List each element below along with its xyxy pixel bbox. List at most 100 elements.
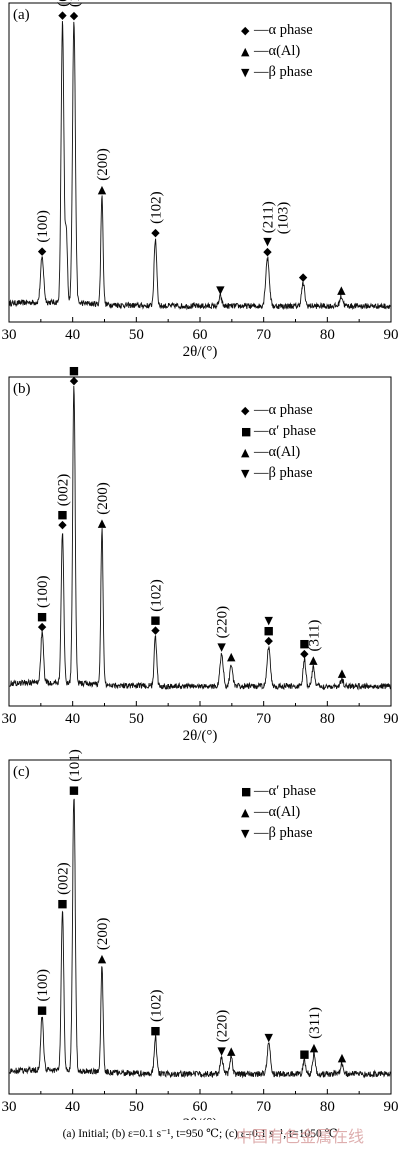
legend-label: —α(Al) xyxy=(253,804,300,820)
xrd-figure: 304050607080902θ/(°)(a)◆(100)◆(002)◆(101… xyxy=(2,0,399,1120)
peak-hkl-label: (311) xyxy=(307,1007,323,1039)
x-tick-label: 60 xyxy=(193,711,208,727)
legend-marker-up: ▲ xyxy=(241,446,250,459)
peak-hkl-label: (102) xyxy=(148,191,164,224)
x-tick-label: 90 xyxy=(384,1099,399,1115)
peak-marker-down: ▼ xyxy=(217,1044,226,1057)
peak-hkl-label: (101) xyxy=(67,0,83,7)
x-tick-label: 30 xyxy=(2,711,17,727)
peak-marker-up: ▲ xyxy=(98,517,107,530)
x-tick-label: 30 xyxy=(2,327,17,343)
x-tick-label: 40 xyxy=(65,1099,80,1115)
x-tick-label: 90 xyxy=(384,711,399,727)
peak-hkl-label: (200) xyxy=(95,482,111,515)
x-axis-label: 2θ/(°) xyxy=(183,344,218,360)
panel-label: (b) xyxy=(13,381,31,397)
peak-marker-square: ■ xyxy=(150,1024,160,1037)
legend-label: —α′ phase xyxy=(253,783,316,799)
xrd-spectrum-line xyxy=(9,798,391,1079)
x-tick-label: 70 xyxy=(256,327,271,343)
legend-label: —α(Al) xyxy=(253,43,300,59)
x-tick-label: 70 xyxy=(256,711,271,727)
peak-marker-diamond: ◆ xyxy=(299,271,308,284)
peak-marker-down: ▼ xyxy=(216,283,225,296)
x-tick-label: 50 xyxy=(129,711,144,727)
x-tick-label: 50 xyxy=(129,1099,144,1115)
peak-marker-down: ▼ xyxy=(217,640,226,653)
x-tick-label: 40 xyxy=(65,711,80,727)
peak-marker-square: ■ xyxy=(69,784,79,797)
figure-caption: (a) Initial; (b) ε=0.1 s⁻¹, t=950 ℃; (c)… xyxy=(62,1128,338,1140)
x-tick-label: 80 xyxy=(320,711,335,727)
peak-marker-diamond: ◆ xyxy=(151,624,160,637)
legend: ◆ —α phase■ —α′ phase▲ —α(Al)▼ —β phase xyxy=(241,402,316,481)
peak-marker-up: ▲ xyxy=(338,667,347,680)
peak-marker-diamond: ◆ xyxy=(70,9,79,22)
peak-marker-diamond: ◆ xyxy=(58,9,67,22)
peak-hkl-label: (100) xyxy=(35,575,51,608)
peak-marker-down: ▼ xyxy=(263,235,272,248)
legend-marker-down: ▼ xyxy=(241,467,250,480)
peak-marker-square: ■ xyxy=(69,364,79,377)
peak-marker-diamond: ◆ xyxy=(70,374,79,387)
x-tick-label: 30 xyxy=(2,1099,17,1115)
peak-hkl-label: (211) xyxy=(260,201,276,233)
x-tick-label: 60 xyxy=(193,327,208,343)
x-tick-label: 80 xyxy=(320,327,335,343)
peak-marker-down: ▼ xyxy=(265,1031,274,1044)
panel-label: (c) xyxy=(13,764,30,780)
peak-marker-square: ■ xyxy=(57,897,67,910)
peak-marker-square: ■ xyxy=(37,610,47,623)
peak-marker-diamond: ◆ xyxy=(300,647,309,660)
peak-hkl-label: (002) xyxy=(55,474,71,507)
peak-hkl-label: (200) xyxy=(95,918,111,951)
peak-hkl-label: (200) xyxy=(95,148,111,181)
legend-marker-square: ■ xyxy=(241,785,251,798)
peak-marker-diamond: ◆ xyxy=(58,518,67,531)
chart-panel-2: 30 40 50 60 70 80 90 2θ/(°) (c) ■ (100) ■ (002) ■ (101… xyxy=(2,749,399,1120)
peak-marker-up: ▲ xyxy=(337,283,346,296)
legend: ◆ —α phase▲ —α(Al)▼ —β phase xyxy=(241,22,313,80)
peak-hkl-label: (101) xyxy=(67,749,83,782)
x-tick-label: 90 xyxy=(384,327,399,343)
peak-marker-diamond: ◆ xyxy=(38,620,47,633)
legend-label: —β phase xyxy=(253,465,313,481)
panel-label: (a) xyxy=(13,7,30,23)
peak-hkl-label: (002) xyxy=(55,862,71,895)
x-tick-label: 80 xyxy=(320,1099,335,1115)
peak-marker-square: ■ xyxy=(57,508,67,521)
peak-marker-square: ■ xyxy=(299,1048,309,1061)
peak-hkl-label: (311) xyxy=(306,620,322,652)
peak-marker-square: ■ xyxy=(299,637,309,650)
peak-marker-up: ▲ xyxy=(98,183,107,196)
peak-marker-square: ■ xyxy=(37,1004,47,1017)
peak-marker-down: ▼ xyxy=(265,614,274,627)
legend-label: —β phase xyxy=(253,64,313,80)
legend-marker-down: ▼ xyxy=(241,827,250,840)
x-axis-label: 2θ/(°) xyxy=(183,728,218,744)
legend-marker-up: ▲ xyxy=(241,806,250,819)
plot-frame xyxy=(8,759,392,1095)
peak-marker-up: ▲ xyxy=(338,1051,347,1064)
xrd-spectrum-line xyxy=(9,20,391,311)
chart-panel-1: 30 40 50 60 70 80 902θ/(°)(b)◆■(100)◆■(002)◆■▲… xyxy=(2,364,399,744)
peak-marker-diamond: ◆ xyxy=(151,226,160,239)
legend-marker-square: ■ xyxy=(241,425,251,438)
peak-marker-up: ▲ xyxy=(98,952,107,965)
watermark: 中国有色金属在线 xyxy=(236,1127,365,1146)
x-tick-label: 60 xyxy=(193,1099,208,1115)
legend-marker-down: ▼ xyxy=(241,66,250,79)
legend-marker-diamond: ◆ xyxy=(241,404,250,417)
peak-marker-diamond: ◆ xyxy=(263,245,272,258)
peak-marker-up: ▲ xyxy=(309,654,318,667)
x-tick-label: 40 xyxy=(65,327,80,343)
legend-marker-diamond: ◆ xyxy=(241,24,250,37)
peak-hkl-label: (102) xyxy=(148,989,164,1022)
x-axis-label: 2θ/(°) xyxy=(183,1116,218,1120)
peak-hkl-label: (220) xyxy=(215,1010,231,1043)
peak-marker-square: ■ xyxy=(264,624,274,637)
plot-frame xyxy=(8,376,392,707)
legend: ■ —α′ phase▲ —α(Al)▼ —β phase xyxy=(241,783,316,841)
xrd-spectrum-line xyxy=(9,385,391,691)
x-tick-label: 50 xyxy=(129,327,144,343)
